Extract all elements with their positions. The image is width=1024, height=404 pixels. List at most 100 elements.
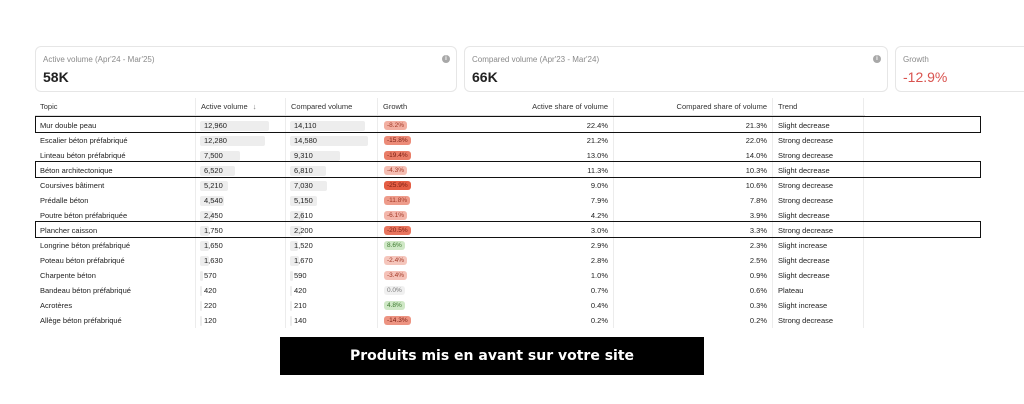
- growth-badge: -3.4%: [384, 271, 407, 280]
- compared-share-cell: 10.6%: [745, 181, 767, 190]
- compared-volume-bar: [290, 166, 326, 176]
- compared-volume-cell: 5,150: [290, 193, 374, 208]
- compared-share-cell: 10.3%: [745, 166, 767, 175]
- table-row[interactable]: Poutre béton préfabriquée 2,450 2,610 -6.1%…: [35, 208, 985, 223]
- compared-volume-bar: [290, 226, 302, 236]
- table-row[interactable]: Acrotères 220 210 4.8% 0.4% 0.3% Slight increa…: [35, 298, 985, 313]
- column-divider: [863, 98, 864, 328]
- table-row[interactable]: Prédalle béton 4,540 5,150 -11.8% 7.9% 7.8% St…: [35, 193, 985, 208]
- header-compared-volume[interactable]: Compared volume: [291, 102, 353, 111]
- growth-badge: -20.5%: [384, 226, 411, 235]
- compared-volume-cell: 2,200: [290, 223, 374, 238]
- active-volume-bar: [200, 316, 202, 326]
- compared-volume-cell: 6,810: [290, 163, 374, 178]
- compared-volume-cell: 1,670: [290, 253, 374, 268]
- compared-volume-bar: [290, 301, 292, 311]
- compared-volume-value: 420: [294, 286, 307, 295]
- table-row[interactable]: Béton architectonique 6,520 6,810 -4.3% 11.3…: [35, 163, 985, 178]
- topic-cell: Mur double peau: [40, 121, 97, 130]
- compared-volume-value: 1,520: [294, 241, 313, 250]
- active-volume-bar: [200, 301, 202, 311]
- compared-volume-cell: 420: [290, 283, 374, 298]
- topic-cell: Bandeau béton préfabriqué: [40, 286, 131, 295]
- growth-badge: -25.9%: [384, 181, 411, 190]
- compared-share-cell: 0.2%: [749, 316, 767, 325]
- table-row[interactable]: Escalier béton préfabriqué 12,280 14,580 -1…: [35, 133, 985, 148]
- compared-volume-cell: 2,610: [290, 208, 374, 223]
- active-volume-cell: 120: [200, 313, 282, 328]
- active-share-cell: 11.3%: [587, 166, 608, 175]
- header-active-volume[interactable]: Active volume ↓: [201, 98, 257, 116]
- compared-share-cell: 2.5%: [749, 256, 767, 265]
- active-volume-cell: 420: [200, 283, 282, 298]
- header-trend[interactable]: Trend: [778, 102, 798, 111]
- info-icon[interactable]: i: [873, 55, 881, 63]
- growth-label: Growth: [903, 55, 929, 64]
- growth-badge: -8.2%: [384, 121, 407, 130]
- highlight-box: [35, 161, 981, 178]
- active-share-cell: 21.2%: [586, 136, 608, 145]
- topic-cell: Escalier béton préfabriqué: [40, 136, 128, 145]
- sort-down-icon[interactable]: ↓: [252, 102, 257, 111]
- active-volume-bar: [200, 196, 224, 206]
- active-share-cell: 1.0%: [590, 271, 608, 280]
- header-topic[interactable]: Topic: [40, 102, 58, 111]
- active-volume-bar: [200, 271, 203, 281]
- active-volume-cell: 4,540: [200, 193, 282, 208]
- growth-value: -12.9%: [903, 69, 948, 85]
- compared-share-cell: 0.3%: [749, 301, 767, 310]
- table-row[interactable]: Longrine béton préfabriqué 1,650 1,520 8.6%…: [35, 238, 985, 253]
- compared-volume-cell: 14,580: [290, 133, 374, 148]
- topic-cell: Linteau béton préfabriqué: [40, 151, 126, 160]
- trend-cell: Strong decrease: [778, 151, 834, 160]
- active-share-cell: 9.0%: [590, 181, 608, 190]
- compared-volume-bar: [290, 121, 365, 131]
- growth-badge: -6.1%: [384, 211, 407, 220]
- table-row[interactable]: Poteau béton préfabriqué 1,630 1,670 -2.4% 2…: [35, 253, 985, 268]
- compared-share-cell: 2.3%: [749, 241, 767, 250]
- trend-cell: Slight decrease: [778, 166, 830, 175]
- compared-share-cell: 22.0%: [745, 136, 767, 145]
- trend-cell: Slight decrease: [778, 256, 830, 265]
- active-volume-value: 220: [204, 301, 217, 310]
- topic-cell: Charpente béton: [40, 271, 96, 280]
- compared-volume-value: 14,110: [294, 121, 317, 130]
- topic-cell: Acrotères: [40, 301, 73, 310]
- table-row[interactable]: Mur double peau 12,960 14,110 -8.2% 22.4% 21.…: [35, 118, 985, 133]
- topic-cell: Allège béton préfabriqué: [40, 316, 122, 325]
- active-volume-cell: 570: [200, 268, 282, 283]
- active-volume-bar: [200, 226, 209, 236]
- table-row[interactable]: Bandeau béton préfabriqué 420 420 0.0% 0.7% 0…: [35, 283, 985, 298]
- active-volume-cell: 1,750: [200, 223, 282, 238]
- header-active-share[interactable]: Active share of volume: [532, 102, 608, 111]
- compared-volume-value: 6,810: [294, 166, 313, 175]
- growth-badge: -2.4%: [384, 256, 407, 265]
- column-divider: [772, 98, 773, 328]
- trend-cell: Slight increase: [778, 301, 828, 310]
- table-row[interactable]: Linteau béton préfabriqué 7,500 9,310 -19.4…: [35, 148, 985, 163]
- compared-volume-value: 7,030: [294, 181, 313, 190]
- compared-volume-cell: 210: [290, 298, 374, 313]
- header-compared-share[interactable]: Compared share of volume: [676, 102, 767, 111]
- table-row[interactable]: Plancher caisson 1,750 2,200 -20.5% 3.0% 3.3%…: [35, 223, 985, 238]
- header-growth[interactable]: Growth: [383, 102, 408, 111]
- topic-cell: Coursives bâtiment: [40, 181, 105, 190]
- compared-volume-cell: 14,110: [290, 118, 374, 133]
- column-divider: [613, 98, 614, 328]
- active-volume-value: 120: [204, 316, 217, 325]
- info-icon[interactable]: i: [442, 55, 450, 63]
- active-volume-bar: [200, 181, 228, 191]
- active-volume-value: 420: [204, 286, 217, 295]
- active-volume-value: 2,450: [204, 211, 223, 220]
- compared-volume-bar: [290, 316, 292, 326]
- growth-badge: 4.8%: [384, 301, 405, 310]
- active-volume-bar: [200, 241, 209, 251]
- table-row[interactable]: Charpente béton 570 590 -3.4% 1.0% 0.9% Slight…: [35, 268, 985, 283]
- active-volume-cell: 220: [200, 298, 282, 313]
- table-row[interactable]: Coursives bâtiment 5,210 7,030 -25.9% 9.0% 10…: [35, 178, 985, 193]
- compared-share-cell: 3.9%: [749, 211, 767, 220]
- table-row[interactable]: Allège béton préfabriqué 120 140 -14.3% 0.2%…: [35, 313, 985, 328]
- trend-cell: Strong decrease: [778, 316, 834, 325]
- compared-volume-value: 66K: [472, 69, 498, 85]
- compared-volume-bar: [290, 286, 292, 296]
